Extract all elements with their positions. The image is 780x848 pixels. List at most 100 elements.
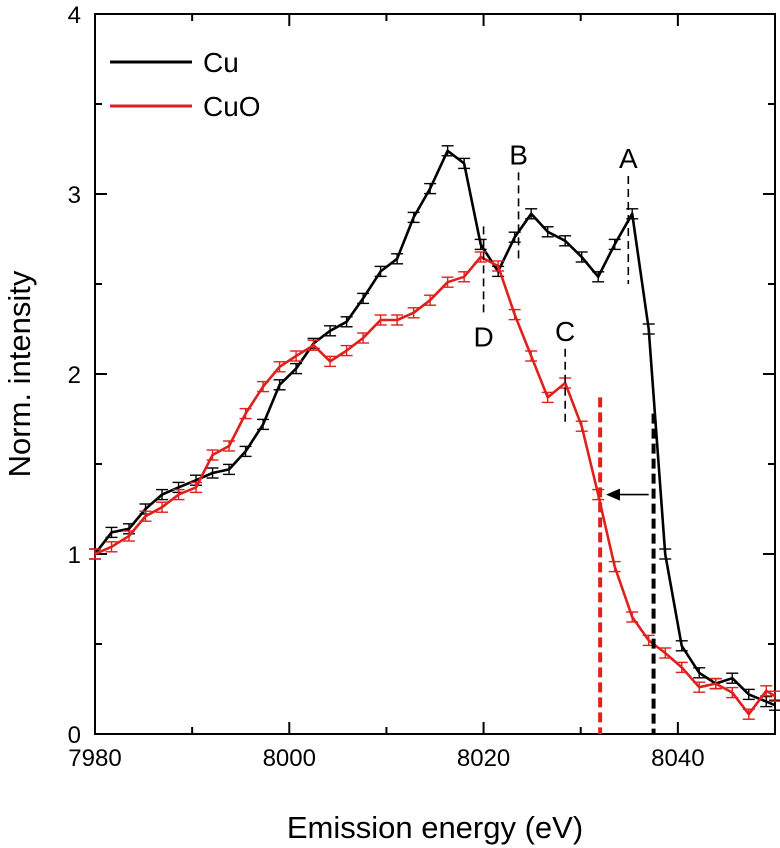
legend: Cu CuO (110, 47, 261, 122)
data-point-cuo (156, 501, 169, 513)
peak-annotations: A B C D (473, 139, 638, 425)
data-point-cuo (223, 440, 236, 452)
data-point-cu (525, 208, 538, 220)
data-point-cuo (357, 332, 370, 344)
minor-ticks (95, 14, 776, 734)
major-ticks (94, 13, 775, 735)
data-point-cuo (742, 708, 755, 720)
data-point-cuo (441, 276, 454, 288)
annotation-a: A (619, 143, 638, 284)
data-point-cuo (769, 690, 780, 702)
data-point-cuo (726, 686, 739, 699)
data-point-cuo (659, 647, 672, 659)
data-point-cu (726, 672, 739, 684)
data-point-cuo (273, 361, 286, 373)
legend-label-cuo: CuO (203, 91, 261, 122)
data-point-cu (223, 463, 236, 476)
data-point-cuo (391, 314, 404, 326)
plot-frame (94, 13, 776, 735)
annotation-label: B (509, 139, 528, 170)
x-tick-labels: 7980 8000 8020 8040 (68, 745, 704, 772)
y-tick-labels: 0 1 2 3 4 (68, 2, 81, 749)
data-point-cu (424, 182, 437, 195)
data-point-cu (474, 238, 487, 251)
data-point-cu (105, 526, 118, 539)
y-tick-label: 0 (68, 722, 81, 749)
data-point-cuo (324, 355, 337, 368)
data-point-cu (742, 688, 755, 701)
data-point-cuo (525, 350, 538, 362)
y-tick-label: 1 (68, 542, 81, 569)
data-point-cu (239, 445, 252, 458)
data-point-cuo (290, 350, 303, 362)
data-point-cuo (374, 314, 387, 326)
data-point-cuo (172, 488, 185, 501)
x-tick-label: 8000 (263, 745, 316, 772)
data-point-cu (458, 157, 471, 170)
data-point-cuo (206, 449, 219, 461)
edge-markers (598, 397, 656, 734)
series-layer (89, 145, 780, 720)
data-point-cu (675, 640, 688, 652)
data-point-cuo (190, 481, 203, 494)
data-point-cuo (424, 294, 437, 306)
series-line-cuo (94, 255, 776, 716)
data-point-cuo (257, 380, 270, 393)
series-cu (89, 145, 780, 711)
data-point-cu (541, 226, 554, 238)
data-point-cuo (626, 611, 639, 623)
data-point-cu (441, 145, 454, 157)
data-point-cu (693, 667, 706, 679)
data-point-cuo (541, 391, 554, 404)
arrow-head (605, 488, 620, 501)
annotation-c: C (555, 316, 575, 425)
data-point-cu (642, 323, 655, 335)
data-point-cuo (508, 308, 521, 321)
data-point-cu (156, 488, 169, 501)
data-point-cuo (608, 560, 621, 573)
y-axis-title: Norm. intensity (2, 270, 37, 477)
data-point-cu (391, 253, 404, 265)
data-point-cuo (575, 420, 588, 432)
data-point-cuo (760, 685, 773, 697)
data-point-cu (407, 211, 420, 224)
data-point-cu (608, 238, 621, 251)
x-tick-label: 7980 (68, 745, 121, 772)
data-point-cu (374, 265, 387, 278)
data-point-cuo (239, 407, 252, 420)
data-point-cuo (458, 271, 471, 283)
data-point-cu (659, 548, 672, 560)
x-tick-label: 8040 (651, 745, 704, 772)
data-point-cu (559, 235, 572, 247)
data-point-cu (592, 271, 605, 283)
y-tick-label: 2 (68, 362, 81, 389)
data-point-cuo (709, 677, 722, 690)
data-point-cu (575, 251, 588, 263)
data-point-cuo (675, 661, 688, 674)
annotation-b: B (509, 139, 528, 263)
annotation-label: A (619, 143, 638, 174)
data-point-cuo (89, 548, 101, 560)
data-point-cuo (693, 681, 706, 693)
data-point-cuo (307, 339, 320, 351)
annotation-label: C (555, 316, 575, 347)
plot-area: A B C D (89, 13, 780, 735)
data-point-cu (357, 292, 370, 305)
data-point-cuo (340, 344, 353, 357)
data-point-cuo (105, 541, 118, 553)
annotation-label: D (473, 321, 493, 352)
series-cuo (89, 251, 780, 720)
data-point-cuo (474, 251, 487, 263)
data-point-cu (340, 316, 353, 328)
data-point-cuo (492, 260, 505, 272)
data-point-cu (290, 362, 303, 375)
data-point-cu (257, 418, 270, 431)
x-tick-label: 8020 (457, 745, 510, 772)
y-tick-label: 4 (68, 2, 81, 29)
y-tick-label: 3 (68, 182, 81, 209)
data-point-cuo (123, 530, 135, 542)
x-axis-title: Emission energy (eV) (287, 810, 583, 845)
series-line-cu (93, 149, 776, 707)
data-point-cuo (407, 307, 420, 319)
